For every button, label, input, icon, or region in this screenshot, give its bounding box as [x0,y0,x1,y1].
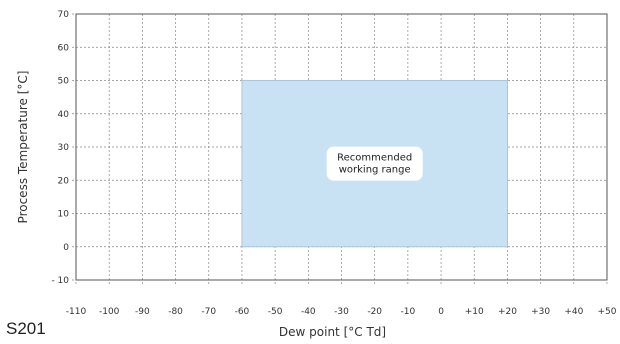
x-axis-title: Dew point [°C Td] [279,325,386,339]
x-tick-label: -90 [135,307,150,317]
x-tick-label: +40 [564,307,583,317]
working-range-label-line: working range [339,165,411,176]
x-tick-label: -80 [168,307,183,317]
x-tick-label: -40 [301,307,316,317]
y-tick-label: - 10 [51,276,69,286]
x-tick-label: +50 [598,307,617,317]
working-range-label-line: Recommended [337,153,412,164]
x-tick-label: +30 [531,307,550,317]
x-tick-label: -50 [268,307,283,317]
y-tick-label: 10 [58,210,70,220]
x-tick-label: -100 [99,307,120,317]
y-tick-label: 40 [58,110,70,120]
y-tick-label: 50 [58,77,70,87]
y-tick-label: 60 [58,43,70,53]
y-tick-label: 30 [58,143,70,153]
y-tick-label: 20 [58,176,70,186]
plot-frame [75,13,608,281]
x-tick-label: -10 [401,307,416,317]
x-tick-label: -110 [66,307,87,317]
x-tick-label: 0 [438,307,444,317]
product-code: S201 [6,319,46,338]
y-tick-label: 0 [63,243,69,253]
y-axis-tick-labels: - 10 0 10 20 30 40 50 60 70 [51,10,69,286]
x-tick-label: -70 [201,307,216,317]
x-tick-label: -20 [367,307,382,317]
x-tick-label: +20 [498,307,517,317]
y-tick-label: 70 [58,10,70,20]
x-axis-tick-labels: -110 -100 -90 -80 -70 -60 -50 -40 -30 -20 -10 0 +10 +… [66,307,617,317]
x-tick-label: -30 [334,307,349,317]
working-range-label-box [326,146,423,181]
y-axis-title: Process Temperature [°C] [16,71,30,224]
x-tick-label: +10 [465,307,484,317]
x-tick-label: -60 [235,307,250,317]
